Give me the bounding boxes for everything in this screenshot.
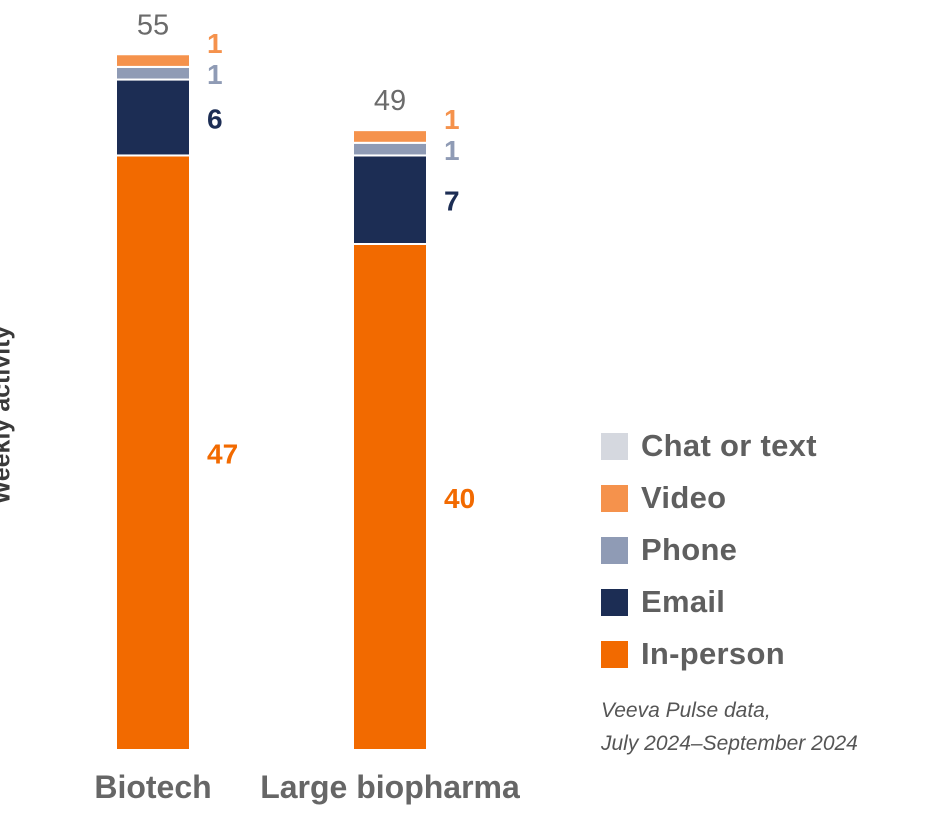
bar-segment-large-biopharma-in-person [352,243,428,751]
y-axis-label: Weekly activity [0,325,16,505]
data-label-biotech-phone: 1 [207,59,223,90]
data-label-biotech-video: 1 [207,28,223,59]
legend-label-in-person: In-person [641,636,785,671]
data-label-large-biopharma-in-person: 40 [444,483,475,514]
source-note-line-1: Veeva Pulse data, [601,699,771,722]
legend-item-chat-or-text: Chat or text [601,420,817,472]
total-label-biotech: 55 [137,9,169,41]
legend-label-email: Email [641,584,726,619]
bar-segment-large-biopharma-video [352,129,428,144]
data-label-large-biopharma-phone: 1 [444,135,460,166]
source-note: Veeva Pulse data, July 2024–September 20… [601,694,858,760]
data-label-biotech-in-person: 47 [207,439,238,470]
bar-segment-biotech-in-person [115,154,191,751]
bar-segment-large-biopharma-email [352,154,428,245]
legend-swatch-chat-or-text [601,432,628,460]
data-label-large-biopharma-video: 1 [444,104,460,135]
legend-item-in-person: In-person [601,628,817,680]
bar-segment-biotech-video [115,53,191,68]
category-label-biotech: Biotech [94,769,211,805]
legend-label-phone: Phone [641,532,738,567]
legend-swatch-email [601,588,628,616]
legend: Chat or text Video Phone Email In-person [601,420,817,680]
source-note-line-2: July 2024–September 2024 [601,732,858,755]
bar-segment-biotech-phone [115,65,191,81]
bar-segment-large-biopharma-phone [352,141,428,157]
legend-swatch-video [601,484,628,512]
legend-item-phone: Phone [601,524,817,576]
legend-label-video: Video [641,480,727,515]
legend-label-chat-or-text: Chat or text [641,428,817,463]
data-label-biotech-email: 6 [207,104,223,135]
legend-swatch-phone [601,536,628,564]
data-label-large-biopharma-email: 7 [444,186,460,217]
total-label-large-biopharma: 49 [374,85,406,117]
category-label-large-biopharma: Large biopharma [260,769,520,805]
legend-item-video: Video [601,472,817,524]
bar-segment-biotech-email [115,78,191,157]
legend-swatch-in-person [601,640,628,668]
legend-item-email: Email [601,576,817,628]
